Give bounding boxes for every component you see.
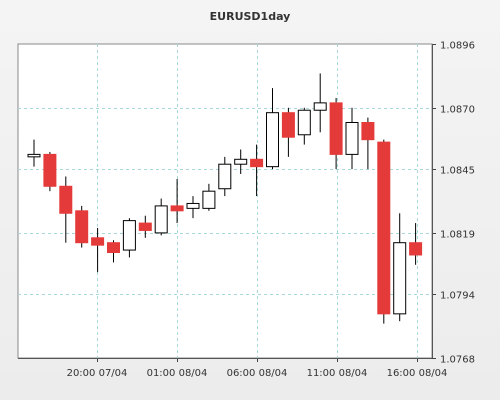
candle-body-up [202,190,216,209]
candle [377,139,391,324]
candle [91,227,105,273]
candle [250,144,264,197]
candle-body-down [91,237,105,246]
y-tick-label: 1.0794 [440,291,475,302]
candle-body-down [361,122,375,141]
x-tick-label: 06:00 08/04 [227,368,288,379]
y-tick-label: 1.0819 [440,230,475,241]
candle [107,240,120,263]
candle [345,107,359,170]
y-tick-label: 1.0896 [440,41,475,52]
candle [122,218,136,258]
candle-body-up [186,202,200,209]
candle [59,176,73,243]
candle [393,213,407,322]
candle [266,88,279,170]
candle [313,73,327,133]
candle [202,183,216,211]
candle-body-down [43,153,57,187]
candle-body-down [138,222,152,231]
candle [297,107,311,145]
y-tick-label: 1.0768 [440,355,475,366]
candle-body-up [234,158,248,165]
candle-body-down [170,205,184,212]
candle-body-down [250,158,264,168]
candle [186,196,200,219]
candle [75,205,89,248]
y-tick-label: 1.0845 [440,166,475,177]
candle [170,178,184,224]
candle [361,117,375,170]
candle-body-up [218,163,232,190]
candle-body-up [27,153,41,158]
chart-title: EURUSD1day [209,10,291,23]
candle [138,215,152,238]
candle-body-down [281,112,295,138]
candle-body-up [266,112,279,168]
plot-area [17,43,433,359]
candle [329,97,343,170]
candle [154,198,168,236]
x-tick-label: 20:00 07/04 [67,368,128,379]
candle [281,107,295,157]
candle-body-down [107,242,120,254]
candle [27,139,41,167]
candle-body-down [329,102,343,155]
candle-body-up [393,242,407,315]
candle [43,151,57,192]
candle-body-up [313,102,327,111]
candle [409,223,423,265]
x-tick-label: 01:00 08/04 [147,368,208,379]
candle-body-up [345,122,359,155]
candle-body-down [75,210,89,244]
x-tick-label: 16:00 08/04 [387,368,448,379]
candle [218,156,232,197]
candle [234,149,248,175]
candle-body-down [377,141,391,315]
candle-body-down [59,185,73,214]
candle-body-up [154,205,168,234]
y-tick-label: 1.0870 [440,105,475,116]
candle-body-down [409,242,423,256]
candle-body-up [122,220,136,251]
x-tick-label: 11:00 08/04 [307,368,368,379]
candle-body-up [297,109,311,136]
